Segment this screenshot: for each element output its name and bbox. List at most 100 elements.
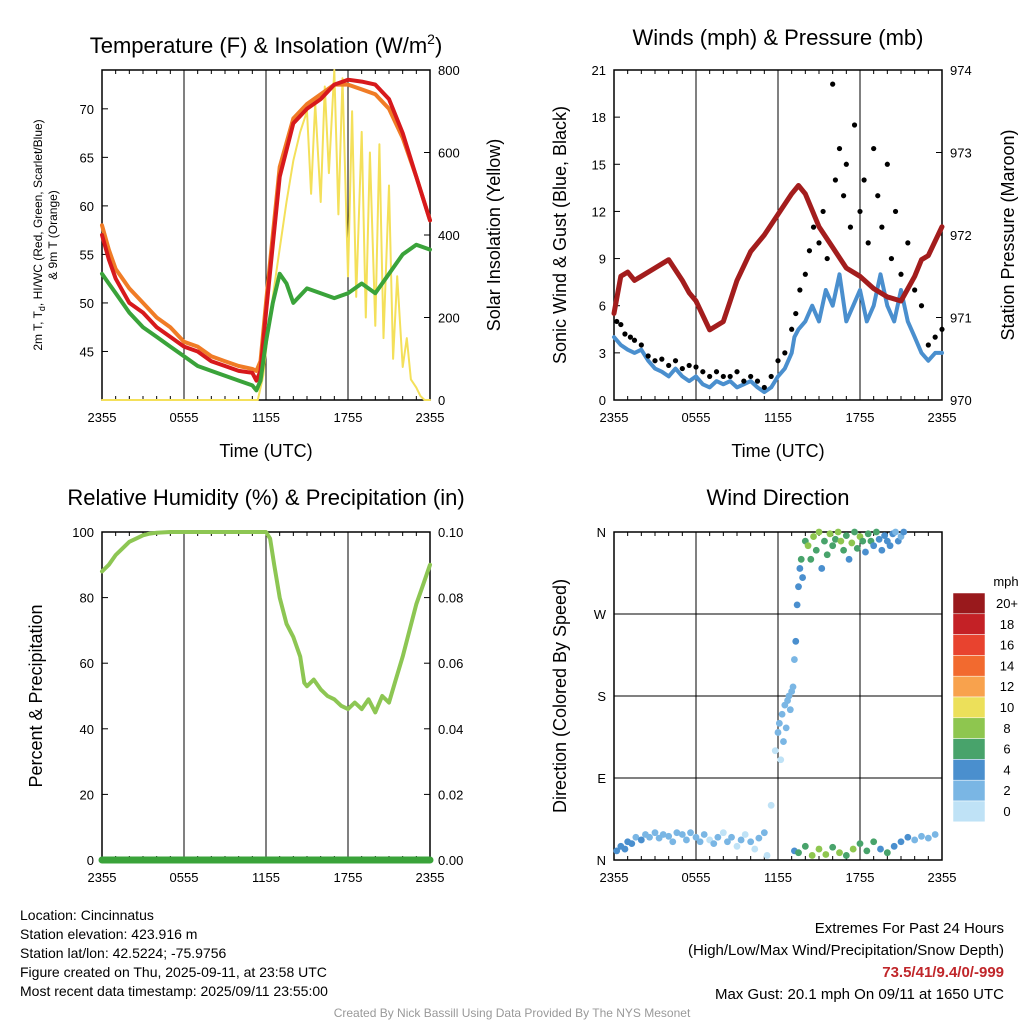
x-tick-label: 1755 bbox=[846, 410, 875, 425]
y-tick-label: 18 bbox=[592, 110, 606, 125]
wind-direction-point bbox=[628, 840, 636, 847]
humidity-panel-title: Relative Humidity (%) & Precipitation (i… bbox=[67, 485, 464, 510]
wind-direction-point bbox=[856, 840, 864, 847]
x-tick-label: 2355 bbox=[88, 410, 117, 425]
wind-direction-point bbox=[842, 532, 850, 540]
pressure-series-line bbox=[611, 183, 945, 333]
x-tick-label: 1755 bbox=[334, 410, 363, 425]
legend-color-box bbox=[952, 779, 986, 802]
legend-color-box bbox=[952, 738, 986, 760]
y-tick-label: 40 bbox=[80, 722, 94, 737]
wind-direction-point bbox=[883, 849, 891, 857]
legend-label: 10 bbox=[1000, 700, 1014, 715]
legend-color-box bbox=[952, 717, 986, 739]
legend-color-box bbox=[952, 592, 986, 615]
gust-point bbox=[905, 240, 911, 246]
extremes-title: Extremes For Past 24 Hours bbox=[814, 920, 1004, 937]
wind-direction-point bbox=[777, 756, 785, 764]
insolation-y-axis-label: Solar Insolation (Yellow) bbox=[484, 139, 504, 331]
x-tick-label: 2355 bbox=[416, 870, 445, 885]
legend-color-box bbox=[952, 696, 986, 719]
wind-direction-point bbox=[714, 833, 722, 841]
gust-point bbox=[700, 369, 706, 375]
y-tick-label: 0 bbox=[438, 393, 445, 408]
wind-direction-point bbox=[897, 838, 905, 846]
wind-direction-point bbox=[665, 832, 673, 840]
x-tick-label: 1155 bbox=[252, 410, 280, 425]
x-tick-label: 0555 bbox=[682, 870, 711, 885]
gust-point bbox=[875, 193, 881, 199]
wind-direction-point bbox=[864, 530, 872, 538]
wind-direction-point bbox=[741, 831, 749, 838]
wind-direction-point bbox=[793, 601, 801, 609]
wind-direction-point bbox=[918, 832, 925, 840]
x-tick-label: 0555 bbox=[682, 410, 711, 425]
wind-direction-point bbox=[832, 535, 839, 543]
wind-direction-point bbox=[878, 546, 886, 554]
relative-humidity-series-line bbox=[100, 530, 432, 715]
wind-direction-point bbox=[870, 542, 878, 550]
wind-direction-panel-title: Wind Direction bbox=[706, 485, 849, 510]
gust-point bbox=[857, 208, 863, 215]
wind-direction-point bbox=[728, 833, 735, 841]
y-tick-label: 0.06 bbox=[438, 656, 463, 671]
y-tick-label: 20 bbox=[80, 787, 94, 802]
wind-direction-point bbox=[877, 845, 884, 853]
gust-point bbox=[614, 318, 620, 325]
y-tick-label: 55 bbox=[80, 247, 94, 262]
gust-point bbox=[865, 240, 871, 246]
wind-direction-point bbox=[719, 829, 727, 837]
y-tick-label: 6 bbox=[599, 299, 606, 314]
wind-direction-point bbox=[733, 842, 741, 850]
wind-direction-point bbox=[780, 738, 787, 745]
y-tick-label: 974 bbox=[950, 63, 972, 78]
wind-direction-point bbox=[815, 528, 823, 536]
wind-direction-point bbox=[810, 533, 817, 540]
y-tick-label: N bbox=[597, 525, 606, 540]
gust-point bbox=[797, 287, 803, 293]
gust-point bbox=[806, 248, 813, 254]
gust-point bbox=[748, 373, 754, 380]
wind-direction-point bbox=[849, 845, 857, 853]
gust-point bbox=[754, 378, 761, 384]
y-tick-label: 972 bbox=[950, 228, 972, 243]
y-tick-label: E bbox=[597, 771, 606, 786]
gust-point bbox=[898, 271, 904, 277]
wind-direction-point bbox=[669, 838, 677, 846]
wind-direction-point bbox=[863, 847, 871, 855]
x-tick-label: 1755 bbox=[334, 870, 363, 885]
wind-direction-point bbox=[848, 539, 856, 547]
gust-point bbox=[932, 334, 938, 340]
legend-label: 20+ bbox=[996, 596, 1018, 611]
y-tick-label: 45 bbox=[80, 344, 94, 359]
x-tick-label: 1155 bbox=[764, 870, 792, 885]
wind-direction-point bbox=[710, 840, 718, 847]
credit-line: Created By Nick Bassill Using Data Provi… bbox=[333, 1006, 691, 1020]
legend-label: 8 bbox=[1003, 721, 1010, 736]
y-tick-label: 50 bbox=[80, 296, 94, 311]
speed-colorbar-legend: mph 20+ 18 16 14 12 10 8 6 4 2 0 bbox=[952, 574, 1019, 823]
wind-direction-point bbox=[881, 532, 888, 540]
wind-direction-point bbox=[791, 656, 798, 663]
wind-direction-point bbox=[687, 829, 694, 837]
wind-direction-point bbox=[632, 833, 640, 841]
max-gust: Max Gust: 20.1 mph On 09/11 at 1650 UTC bbox=[714, 986, 1004, 1003]
x-tick-label: 0555 bbox=[170, 870, 199, 885]
wind-direction-y-axis-label: Direction (Colored By Speed) bbox=[550, 579, 570, 813]
y-tick-label: 400 bbox=[438, 228, 460, 243]
winds-x-axis-label: Time (UTC) bbox=[731, 441, 824, 461]
gust-point bbox=[768, 373, 774, 380]
y-tick-label: 970 bbox=[950, 393, 972, 408]
wind-direction-point bbox=[789, 683, 797, 691]
wind-direction-point bbox=[747, 838, 755, 846]
wind-direction-point bbox=[724, 838, 731, 846]
wind-direction-point bbox=[840, 546, 847, 554]
x-tick-label: 1755 bbox=[846, 870, 875, 885]
wind-direction-point bbox=[792, 637, 800, 645]
y-tick-label: 3 bbox=[599, 346, 606, 361]
wind-direction-point bbox=[696, 838, 704, 846]
humidity-y-axis-label: Percent & Precipitation bbox=[26, 604, 46, 787]
wind-direction-point bbox=[613, 847, 621, 855]
y-tick-label: W bbox=[594, 607, 607, 622]
wind-direction-point bbox=[683, 836, 690, 844]
